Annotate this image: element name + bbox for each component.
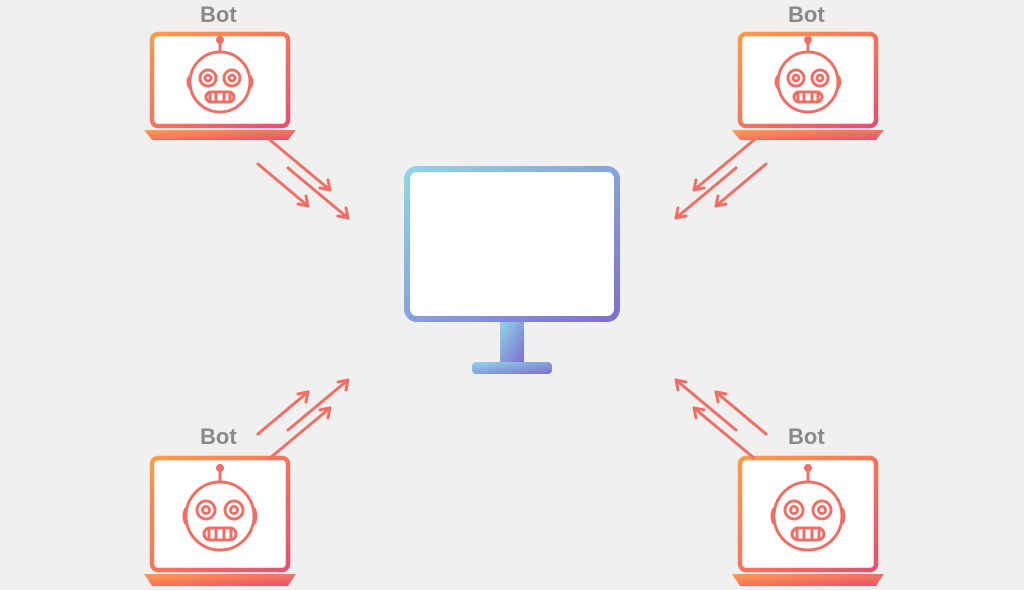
bot-laptop-bl-icon (140, 454, 300, 590)
diagram-stage: Bot Bot Bot Bot (0, 0, 1024, 590)
bot-label-tl: Bot (200, 2, 237, 28)
target-monitor-icon (402, 164, 622, 394)
bot-label-br: Bot (788, 424, 825, 450)
arrows-br-icon (634, 358, 774, 468)
arrows-tl-icon (250, 130, 390, 240)
arrows-tr-icon (634, 130, 774, 240)
bot-label-bl: Bot (200, 424, 237, 450)
arrows-bl-icon (250, 358, 390, 468)
bot-label-tr: Bot (788, 2, 825, 28)
bot-laptop-br-icon (728, 454, 888, 590)
